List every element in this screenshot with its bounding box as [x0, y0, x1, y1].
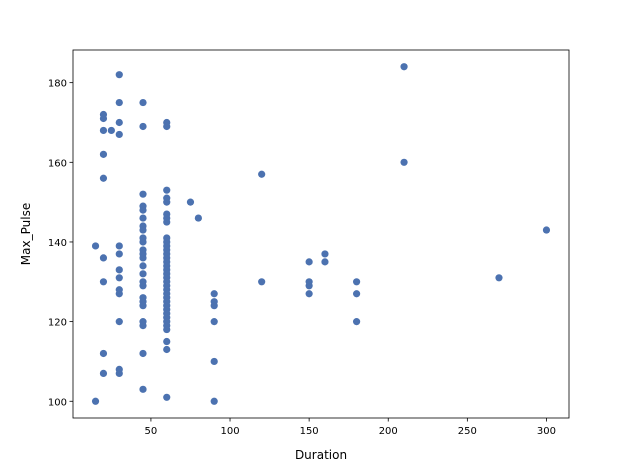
data-point: [115, 274, 123, 282]
x-tick-label: 50: [145, 426, 158, 437]
data-point: [400, 158, 408, 166]
x-tick-label: 250: [458, 426, 477, 437]
data-point: [163, 218, 171, 226]
data-point: [210, 357, 218, 366]
x-axis-label: Duration: [295, 448, 347, 462]
data-point: [139, 349, 147, 358]
data-point: [99, 174, 108, 182]
data-point: [115, 266, 123, 274]
x-tick-label: 300: [537, 426, 556, 437]
data-point: [163, 345, 171, 354]
data-point: [163, 337, 171, 346]
data-point: [352, 290, 361, 298]
data-point: [115, 290, 123, 298]
data-point: [139, 270, 147, 278]
data-point: [210, 290, 218, 298]
x-tick-label: 200: [379, 426, 398, 437]
y-tick-label: 180: [48, 79, 67, 90]
data-point: [115, 118, 123, 127]
y-axis-label: Max_Pulse: [19, 203, 33, 265]
x-tick-label: 150: [300, 426, 319, 437]
data-point: [210, 318, 218, 326]
data-point: [258, 170, 266, 178]
data-point: [400, 63, 408, 71]
plot-frame: [72, 49, 570, 419]
data-point: [163, 325, 171, 334]
data-point: [139, 122, 147, 131]
data-point: [91, 397, 100, 405]
data-point: [210, 302, 218, 310]
data-point: [139, 262, 147, 270]
data-point: [115, 242, 123, 250]
data-point: [163, 393, 171, 401]
data-point: [139, 385, 147, 393]
data-point: [305, 282, 313, 290]
data-point: [115, 71, 123, 79]
data-point: [139, 98, 147, 107]
data-point: [186, 198, 195, 206]
data-point: [91, 242, 100, 250]
data-point: [99, 114, 108, 123]
data-point: [99, 278, 108, 286]
data-point: [99, 349, 108, 358]
data-point: [99, 150, 108, 158]
data-point: [258, 278, 266, 286]
data-point: [542, 226, 551, 234]
data-point: [139, 322, 147, 330]
data-point: [163, 198, 171, 206]
y-axis: 100 120 140 160 180: [48, 79, 73, 408]
data-point: [163, 186, 171, 194]
data-point: [352, 318, 361, 326]
data-point: [115, 98, 123, 107]
data-point: [99, 254, 108, 262]
data-point: [107, 126, 115, 135]
data-point: [115, 369, 123, 377]
data-point: [210, 397, 218, 405]
data-point: [139, 302, 147, 310]
data-point: [115, 318, 123, 326]
y-tick-label: 100: [48, 397, 67, 408]
y-tick-label: 160: [48, 158, 67, 169]
data-point: [139, 214, 147, 222]
data-point: [139, 206, 147, 214]
y-tick-label: 120: [48, 318, 67, 329]
points-layer: [91, 63, 551, 405]
data-point: [321, 258, 329, 266]
x-tick-label: 100: [220, 426, 239, 437]
data-point: [495, 274, 503, 282]
data-point: [99, 369, 108, 377]
data-point: [139, 254, 147, 262]
y-tick-label: 140: [48, 238, 67, 249]
data-point: [139, 282, 147, 290]
x-axis: 50 100 150 200 250 300: [145, 418, 556, 437]
data-point: [352, 278, 361, 286]
data-point: [321, 250, 329, 258]
data-point: [115, 250, 123, 258]
data-point: [139, 226, 147, 234]
data-point: [115, 130, 123, 139]
data-point: [139, 190, 147, 198]
data-point: [99, 126, 108, 135]
data-point: [163, 122, 171, 131]
data-point: [194, 214, 202, 222]
data-point: [305, 290, 313, 298]
data-point: [305, 258, 313, 266]
data-point: [139, 238, 147, 246]
